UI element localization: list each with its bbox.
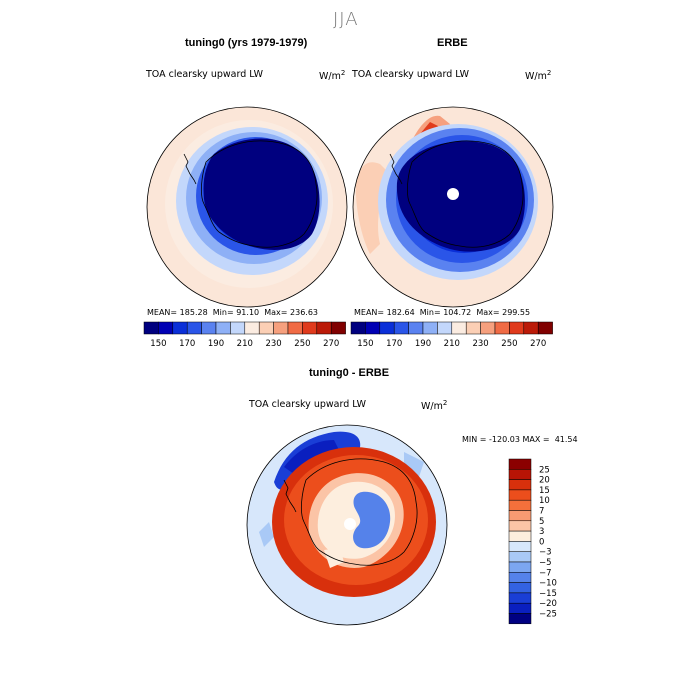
panel-title-model: tuning0 (yrs 1979-1979)	[185, 37, 308, 49]
panel-units-diff: W/m2	[421, 399, 448, 413]
colorbar-diff-tick-label: −7	[539, 568, 552, 578]
colorbar-obs-swatch	[509, 321, 525, 335]
colorbar-obs-swatch	[350, 321, 366, 335]
colorbar-diff-tick-label: −5	[539, 558, 552, 568]
colorbar-obs-tick-label: 150	[357, 339, 373, 349]
polar-map-diff	[246, 424, 448, 626]
figure-title: JJA	[333, 9, 359, 30]
colorbar-obs-swatch	[494, 321, 510, 335]
panel-units-model: W/m2	[319, 69, 346, 83]
colorbar-obs-swatch	[465, 321, 481, 335]
colorbar-diff-tick-label: 20	[539, 476, 550, 486]
polar-map-obs	[352, 106, 554, 308]
colorbar-diff-swatch	[508, 499, 532, 511]
polar-map-model	[146, 106, 348, 308]
colorbar-diff-swatch	[508, 479, 532, 491]
colorbar-diff-swatch	[508, 458, 532, 470]
colorbar-diff-swatch	[508, 520, 532, 532]
colorbar-diff-tick-label: −20	[539, 599, 557, 609]
colorbar-model-tick-label: 250	[294, 339, 310, 349]
colorbar-model-tick-label: 210	[237, 339, 253, 349]
panel-stats-model: MEAN= 185.28 Min= 91.10 Max= 236.63	[147, 308, 319, 317]
colorbar-model-tick-label: 170	[179, 339, 195, 349]
panel-title-diff: tuning0 - ERBE	[309, 367, 390, 379]
colorbar-model-swatch	[244, 321, 260, 335]
colorbar-diff-swatch	[508, 530, 532, 542]
colorbar-absolute-obs: 150170190210230250270290	[350, 321, 559, 349]
panel-title-obs: ERBE	[437, 37, 468, 49]
colorbar-diff-swatch	[508, 469, 532, 480]
colorbar-diff-tick-label: 5	[539, 517, 544, 527]
colorbar-diff-swatch	[508, 541, 532, 552]
colorbar-diff-swatch	[508, 613, 532, 625]
colorbar-diff-swatch	[508, 582, 532, 594]
colorbar-model-swatch	[201, 321, 217, 335]
panel-units-obs: W/m2	[525, 69, 552, 83]
colorbar-obs-tick-label: 250	[501, 339, 517, 349]
panel-stats-obs: MEAN= 182.64 Min= 104.72 Max= 299.55	[354, 308, 531, 317]
colorbar-obs-tick-label: 190	[415, 339, 431, 349]
colorbar-obs-swatch	[379, 321, 395, 335]
colorbar-obs-tick-label: 230	[472, 339, 488, 349]
colorbar-obs-swatch	[393, 321, 409, 335]
colorbar-model-swatch	[172, 321, 188, 335]
colorbar-model-tick-label: 190	[208, 339, 224, 349]
colorbar-model-swatch	[258, 321, 274, 335]
colorbar-diff-tick-label: 3	[539, 527, 544, 537]
colorbar-model-tick-label: 230	[265, 339, 281, 349]
colorbar-obs-tick-label: 210	[444, 339, 460, 349]
colorbar-obs-swatch	[365, 321, 381, 335]
colorbar-model-swatch	[230, 321, 246, 335]
colorbar-obs-tick-label: 270	[530, 339, 546, 349]
panel-variable-model: TOA clearsky upward LW	[146, 69, 264, 80]
colorbar-diff-tick-label: 25	[539, 465, 550, 475]
panel-variable-obs: TOA clearsky upward LW	[352, 69, 470, 80]
panel-variable-diff: TOA clearsky upward LW	[249, 399, 367, 410]
colorbar-diff-swatch	[508, 592, 532, 604]
colorbar-diff-tick-label: 7	[539, 507, 544, 517]
colorbar-obs-tick-label: 170	[386, 339, 402, 349]
colorbar-diff-tick-label: −25	[539, 610, 557, 620]
colorbar-obs-swatch	[437, 321, 453, 335]
colorbar-model-swatch	[287, 321, 303, 335]
colorbar-diff-swatch	[508, 561, 532, 573]
colorbar-diff-tick-label: 10	[539, 496, 550, 506]
colorbar-obs-swatch	[408, 321, 424, 335]
colorbar-obs-swatch	[480, 321, 496, 335]
colorbar-model-swatch	[330, 321, 346, 335]
colorbar-diff-swatch	[508, 551, 532, 563]
colorbar-model-swatch	[143, 321, 159, 335]
colorbar-model-swatch	[186, 321, 202, 335]
panel-stats-diff: MIN = -120.03 MAX = 41.54	[462, 435, 578, 444]
colorbar-diff-swatch	[508, 510, 532, 522]
colorbar-diff-tick-label: −3	[539, 548, 552, 558]
colorbar-model-swatch	[316, 321, 332, 335]
colorbar-diff-tick-label: −10	[539, 579, 557, 589]
colorbar-diff-tick-label: 15	[539, 486, 550, 496]
colorbar-diff-swatch	[508, 489, 532, 501]
colorbar-model-swatch	[273, 321, 289, 335]
colorbar-diff-swatch	[508, 572, 532, 583]
colorbar-model-swatch	[158, 321, 174, 335]
colorbar-obs-swatch	[537, 321, 553, 335]
colorbar-obs-swatch	[451, 321, 467, 335]
colorbar-diff-tick-label: −15	[539, 589, 557, 599]
colorbar-obs-swatch	[422, 321, 438, 335]
colorbar-model-tick-label: 150	[150, 339, 166, 349]
colorbar-diff-tick-label: 0	[539, 537, 544, 547]
colorbar-model-swatch	[302, 321, 318, 335]
colorbar-obs-swatch	[523, 321, 539, 335]
colorbar-model-swatch	[215, 321, 231, 335]
colorbar-diff-swatch	[508, 602, 532, 614]
colorbar-absolute-model: 150170190210230250270290	[143, 321, 352, 349]
colorbar-model-tick-label: 270	[323, 339, 339, 349]
